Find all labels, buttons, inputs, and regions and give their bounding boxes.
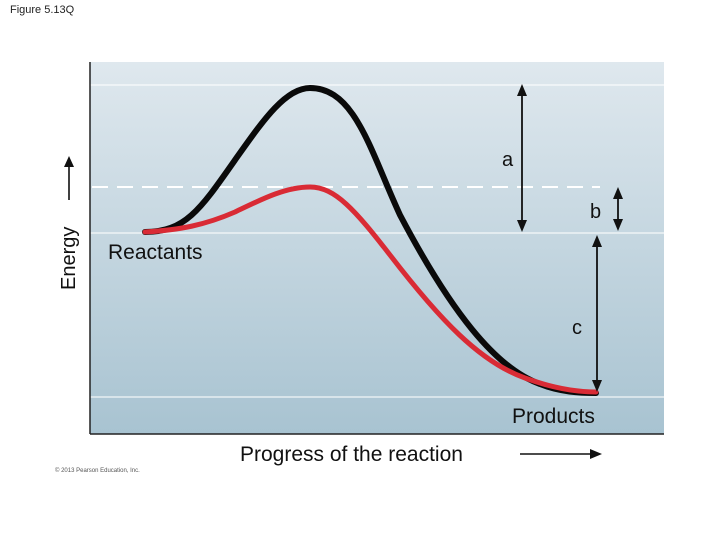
catalyzed-curve (142, 184, 599, 395)
x-axis-label: Progress of the reaction (240, 443, 463, 466)
copyright-text: © 2013 Pearson Education, Inc. (55, 468, 140, 474)
y-axis-arrow (64, 156, 74, 200)
x-axis-arrow (520, 449, 602, 459)
products-label: Products (512, 405, 595, 428)
figure-label: Figure 5.13Q (10, 4, 75, 16)
y-axis-label: Energy (58, 227, 80, 290)
arrow-c (592, 235, 602, 392)
label-b: b (590, 201, 601, 223)
reactants-label: Reactants (108, 241, 203, 264)
arrow-b (613, 187, 623, 231)
arrow-a (517, 84, 527, 232)
plot-panel (90, 62, 664, 434)
label-c: c (572, 317, 582, 339)
label-a: a (502, 149, 514, 171)
